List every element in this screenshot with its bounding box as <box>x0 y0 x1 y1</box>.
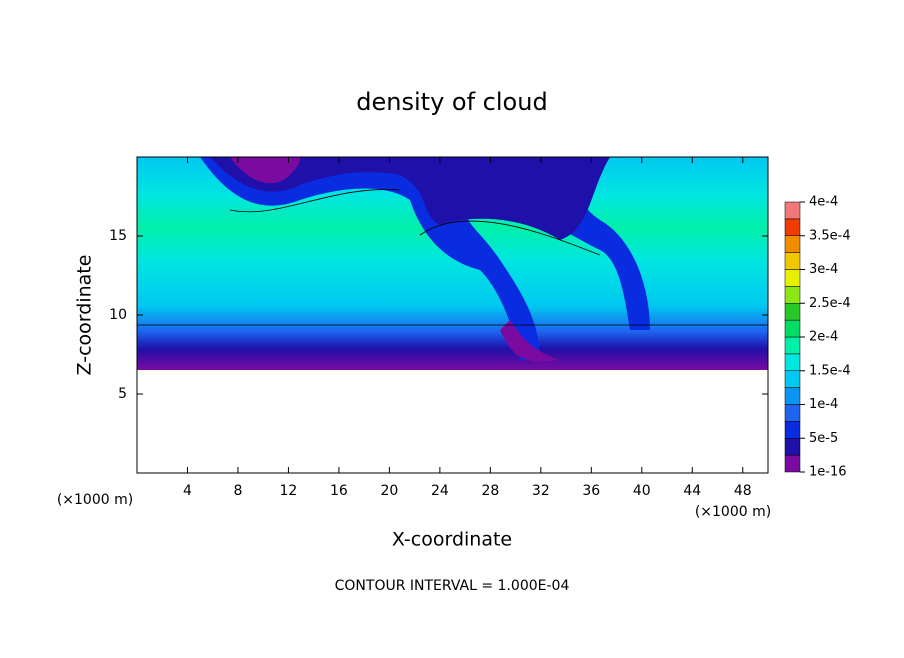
colorbar-swatch <box>784 286 801 304</box>
colorbar-swatch <box>784 252 801 270</box>
x-tick-label: 32 <box>532 483 550 499</box>
y-tick-label: 15 <box>109 228 127 244</box>
x-tick-label: 24 <box>431 483 449 499</box>
colorbar-tick-label: 3e-4 <box>809 262 838 277</box>
x-tick-label: 20 <box>380 483 398 499</box>
colorbar-tick-label: 2e-4 <box>809 330 838 345</box>
colorbar-tick-label: 1.5e-4 <box>809 363 851 378</box>
colorbar-swatch <box>784 319 801 338</box>
colorbar-swatch <box>784 303 801 321</box>
colorbar-swatch <box>784 269 801 287</box>
colorbar-swatch <box>784 353 801 371</box>
colorbar-tick-label: 5e-5 <box>809 431 838 446</box>
colorbar-swatch <box>784 218 801 236</box>
x-tick-label: 36 <box>582 483 600 499</box>
field <box>137 157 768 370</box>
y-unit-label: (×1000 m) <box>57 492 133 508</box>
x-tick-label: 28 <box>481 483 499 499</box>
colorbar-swatch <box>784 387 801 405</box>
colorbar-swatch <box>784 421 801 439</box>
x-tick-label: 48 <box>734 483 752 499</box>
x-unit-label: (×1000 m) <box>695 504 771 520</box>
x-tick-label: 12 <box>280 483 298 499</box>
colorbar-swatch <box>784 370 801 388</box>
colorbar-swatch <box>784 201 801 220</box>
x-axis-label: X-coordinate <box>392 529 512 551</box>
colorbar-swatch <box>784 235 801 253</box>
x-tick-label: 40 <box>633 483 651 499</box>
colorbar-swatch <box>784 454 801 473</box>
y-tick-label: 5 <box>118 386 127 402</box>
colorbar-swatch <box>784 336 801 355</box>
y-tick-label: 10 <box>109 307 127 323</box>
colorbar-swatch <box>784 404 801 422</box>
colorbar-tick-label: 1e-4 <box>809 397 838 412</box>
colorbar-tick-label: 1e-16 <box>809 465 847 480</box>
y-axis-label: Z-coordinate <box>74 255 96 376</box>
footer-note: CONTOUR INTERVAL = 1.000E-04 <box>335 578 570 594</box>
chart-title: density of cloud <box>356 88 547 116</box>
x-tick-label: 16 <box>330 483 348 499</box>
colorbar-swatch <box>784 438 801 456</box>
x-tick-label: 8 <box>233 483 242 499</box>
x-tick-label: 4 <box>183 483 192 499</box>
colorbar-tick-label: 2.5e-4 <box>809 296 851 311</box>
colorbar-tick-label: 3.5e-4 <box>809 228 851 243</box>
x-tick-label: 44 <box>683 483 701 499</box>
colorbar-tick-label: 4e-4 <box>809 195 838 210</box>
